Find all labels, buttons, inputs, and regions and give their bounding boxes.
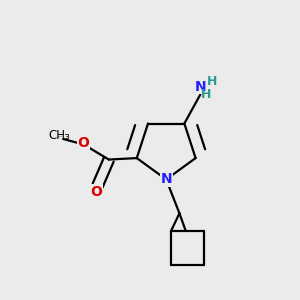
Text: H: H bbox=[207, 75, 217, 88]
Text: N: N bbox=[195, 80, 206, 94]
Text: N: N bbox=[161, 172, 172, 186]
Text: methyl: methyl bbox=[58, 136, 63, 137]
Text: methyl: methyl bbox=[65, 134, 70, 135]
Text: O: O bbox=[77, 136, 89, 150]
Text: H: H bbox=[201, 88, 211, 100]
Text: O: O bbox=[90, 185, 102, 199]
Text: CH₃: CH₃ bbox=[48, 130, 70, 142]
